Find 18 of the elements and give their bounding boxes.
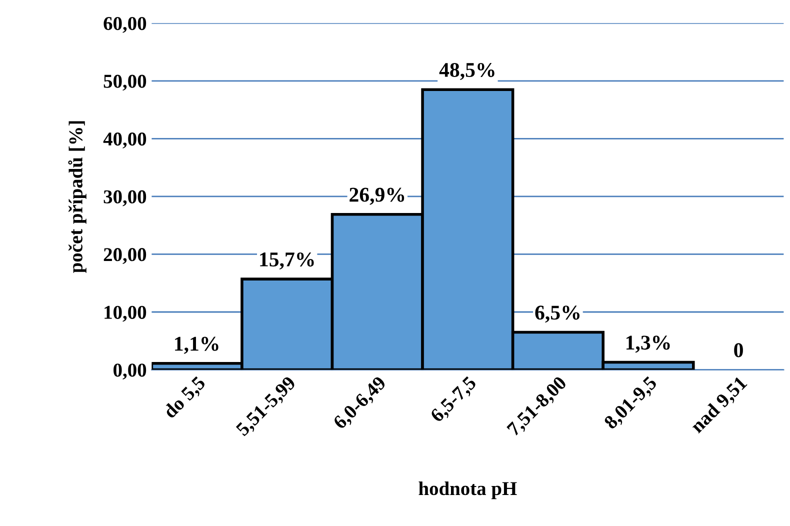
y-tick-label: 10,00 <box>104 306 146 322</box>
data-label: 15,7% <box>260 252 314 270</box>
data-label: 1,1% <box>175 336 218 354</box>
x-axis-title: hodnota pH <box>418 481 517 500</box>
y-tick-label: 0,00 <box>114 364 146 380</box>
x-tick-label: do 5,5 <box>162 375 208 421</box>
y-tick-label: 20,00 <box>104 248 146 264</box>
y-tick-label: 40,00 <box>103 132 146 148</box>
x-tick-label: nad 9,51 <box>689 375 750 436</box>
data-label: 26,9% <box>350 188 404 205</box>
data-label: 0 <box>734 343 743 358</box>
data-label: 1,3% <box>626 336 670 353</box>
y-tick-label: 50,00 <box>104 74 146 91</box>
data-label: 48,5% <box>439 62 494 80</box>
data-label: 6,5% <box>535 306 580 323</box>
y-tick-label: 60,00 <box>104 16 146 33</box>
y-axis-title: počet případů [%] <box>68 121 86 273</box>
y-tick-label: 30,00 <box>104 190 146 206</box>
